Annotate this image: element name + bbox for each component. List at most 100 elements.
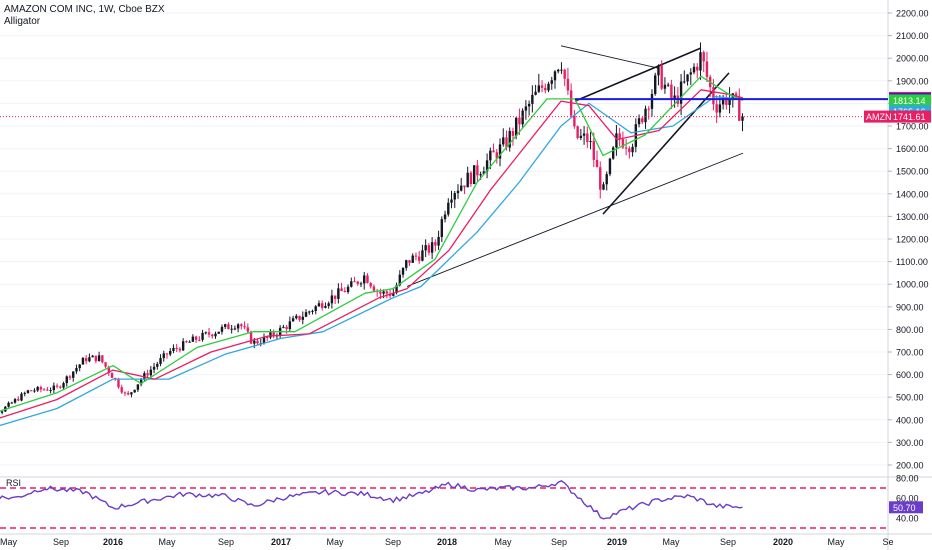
x-tick-label: Sep	[385, 537, 401, 547]
candle-body	[699, 52, 702, 71]
candle-body	[139, 379, 143, 385]
candle-body	[521, 110, 524, 125]
x-tick-label: 2016	[103, 537, 123, 547]
candle-body	[55, 385, 59, 387]
y-tick-label: 1900.00	[896, 76, 929, 86]
candle-body	[705, 61, 709, 77]
candle-body	[679, 81, 683, 104]
trendline	[406, 152, 744, 287]
rsi-tick-label: 40.00	[896, 514, 919, 524]
candle-body	[253, 340, 256, 344]
candle-body	[382, 291, 385, 294]
candle-body	[266, 336, 269, 338]
y-tick-label: 500.00	[896, 393, 924, 403]
candle-body	[269, 332, 272, 338]
candle-body	[379, 291, 382, 294]
candle-body	[618, 133, 621, 140]
candle-body	[7, 402, 10, 407]
candle-body	[518, 117, 521, 125]
candle-body	[204, 332, 207, 334]
candle-body	[621, 139, 625, 148]
candle-body	[392, 292, 395, 296]
candle-body	[366, 275, 369, 283]
candle-body	[149, 369, 153, 376]
candle-body	[647, 108, 650, 110]
candle-body	[314, 306, 317, 311]
candle-body	[256, 340, 259, 344]
candle-body	[466, 172, 469, 188]
candle-body	[17, 399, 20, 401]
candle-body	[469, 172, 473, 184]
candle-body	[557, 69, 560, 72]
candle-body	[298, 315, 301, 320]
candle-body	[427, 245, 431, 253]
candle-body	[430, 242, 434, 253]
candle-body	[133, 389, 136, 393]
candle-body	[592, 141, 595, 160]
candle-body	[511, 131, 515, 136]
candle-body	[282, 326, 285, 328]
candle-body	[502, 137, 505, 145]
candle-body	[327, 303, 330, 306]
candle-body	[453, 193, 456, 200]
chart-header: AMAZON COM INC, 1W, Cboe BZX Alligator	[4, 4, 165, 28]
candle-body	[498, 144, 502, 159]
x-tick-label: May	[326, 537, 344, 547]
candle-body	[369, 282, 372, 287]
candle-body	[249, 331, 253, 344]
candle-body	[117, 379, 120, 388]
candle-body	[696, 66, 699, 71]
candle-body	[447, 202, 450, 215]
x-tick-label: Se	[882, 537, 893, 547]
candle-body	[654, 75, 657, 94]
candle-body	[291, 318, 295, 322]
indicator-label[interactable]: Alligator	[4, 16, 41, 27]
y-tick-label: 800.00	[896, 325, 924, 335]
candle-body	[424, 245, 427, 251]
trendlines	[406, 45, 744, 287]
candle-body	[660, 65, 663, 89]
candle-body	[42, 389, 46, 391]
candle-body	[220, 326, 224, 332]
candle-body	[350, 281, 353, 287]
rsi-tick-label: 80.00	[896, 474, 919, 484]
price-axis[interactable]: 200.00 300.00 400.00 500.00 600.00 700.00 800.…	[888, 9, 929, 471]
candle-body	[201, 332, 204, 340]
candle-body	[353, 281, 356, 283]
candle-body	[46, 389, 49, 391]
candle-body	[330, 295, 334, 304]
candle-body	[320, 303, 324, 308]
candle-body	[408, 260, 411, 263]
candle-body	[72, 371, 75, 378]
candle-body	[641, 118, 644, 123]
x-tick-label: Sep	[53, 537, 69, 547]
price-label: 1813.14	[893, 96, 926, 106]
candle-body	[702, 52, 705, 62]
x-tick-label: May	[0, 537, 18, 547]
candle-body	[721, 97, 725, 105]
candle-body	[479, 174, 482, 176]
candle-body	[495, 152, 498, 159]
candle-body	[673, 95, 676, 100]
candle-body	[169, 350, 172, 355]
candle-body	[308, 311, 311, 313]
x-tick-label: 2018	[437, 537, 457, 547]
candle-body	[65, 376, 68, 384]
candle-body	[181, 341, 185, 351]
candle-body	[405, 260, 408, 268]
y-tick-label: 1700.00	[896, 122, 929, 132]
candle-body	[440, 219, 444, 237]
candle-body	[23, 392, 26, 394]
symbol-tag: AMZN	[866, 112, 892, 122]
candle-body	[738, 97, 741, 121]
time-axis[interactable]: May Sep 2016 May Sep 2017 May Sep 2018 May Sep 2019…	[0, 537, 894, 547]
candle-body	[434, 242, 437, 246]
candle-body	[683, 81, 686, 83]
candle-body	[534, 91, 537, 95]
symbol-title[interactable]: AMAZON COM INC, 1W, Cboe BZX	[4, 4, 165, 15]
candle-body	[343, 291, 347, 293]
candles	[0, 42, 744, 415]
x-tick-label: 2020	[773, 537, 793, 547]
candle-body	[346, 286, 350, 293]
